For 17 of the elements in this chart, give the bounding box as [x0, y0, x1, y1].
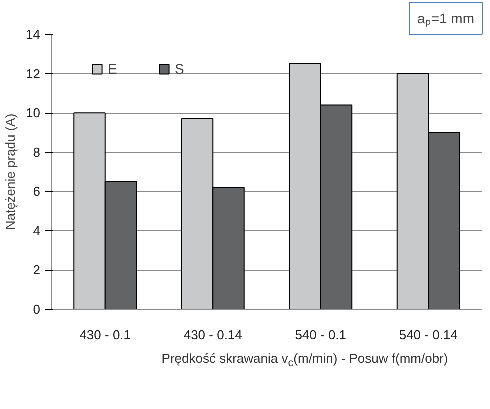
y-tick-label: 6 — [33, 184, 41, 200]
x-tick-label: 540 - 0.14 — [399, 328, 458, 342]
y-tick-label: 0 — [33, 302, 41, 317]
x-tick-label: 430 - 0.1 — [80, 328, 132, 342]
y-axis-title: Natężenie prądu (A) — [3, 114, 18, 230]
y-tick-label: 14 — [26, 27, 41, 42]
y-tick-label: 4 — [33, 223, 41, 238]
y-tick-label: 8 — [33, 144, 41, 160]
y-tick-label: 12 — [26, 66, 41, 82]
y-tick-label: 2 — [33, 262, 41, 278]
x-tick-label: 540 - 0.1 — [295, 328, 347, 342]
x-tick-label: 430 - 0.14 — [184, 328, 242, 342]
legend-label: S — [175, 61, 186, 77]
x-axis-title: Prędkość skrawania v$_{c}$(m/min) - Posuw f(mm/obr) — [160, 350, 450, 372]
y-tick-label: 10 — [26, 106, 41, 121]
text: aₚ=1 mm — [418, 10, 475, 28]
legend-label: E — [108, 61, 118, 77]
